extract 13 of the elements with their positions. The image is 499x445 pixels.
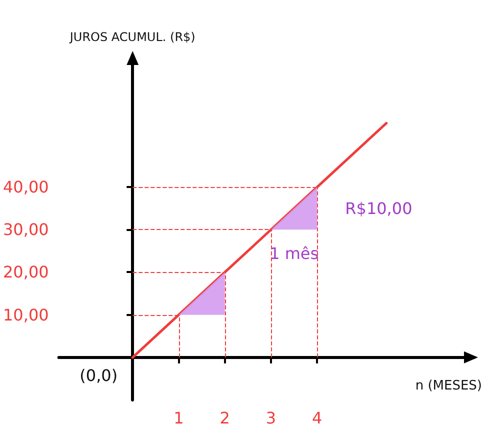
x-axis-title: n (MESES) — [415, 378, 482, 394]
x-tick-label: 4 — [312, 408, 322, 428]
x-tick-label: 1 — [174, 408, 184, 428]
y-tick-label: 10,00 — [2, 305, 49, 324]
y-tick-label: 30,00 — [2, 220, 49, 240]
y-tick-label: 40,00 — [2, 178, 49, 197]
annotation: 1 mês — [270, 244, 319, 264]
x-tick-label: 2 — [220, 408, 230, 428]
y-tick-label: 20,00 — [2, 262, 49, 282]
annotation: (0,0) — [80, 366, 118, 385]
annotation: R$10,00 — [345, 198, 412, 218]
y-axis-title: JUROS ACUMUL. (R$) — [68, 30, 196, 44]
x-tick-label: 3 — [266, 408, 276, 428]
